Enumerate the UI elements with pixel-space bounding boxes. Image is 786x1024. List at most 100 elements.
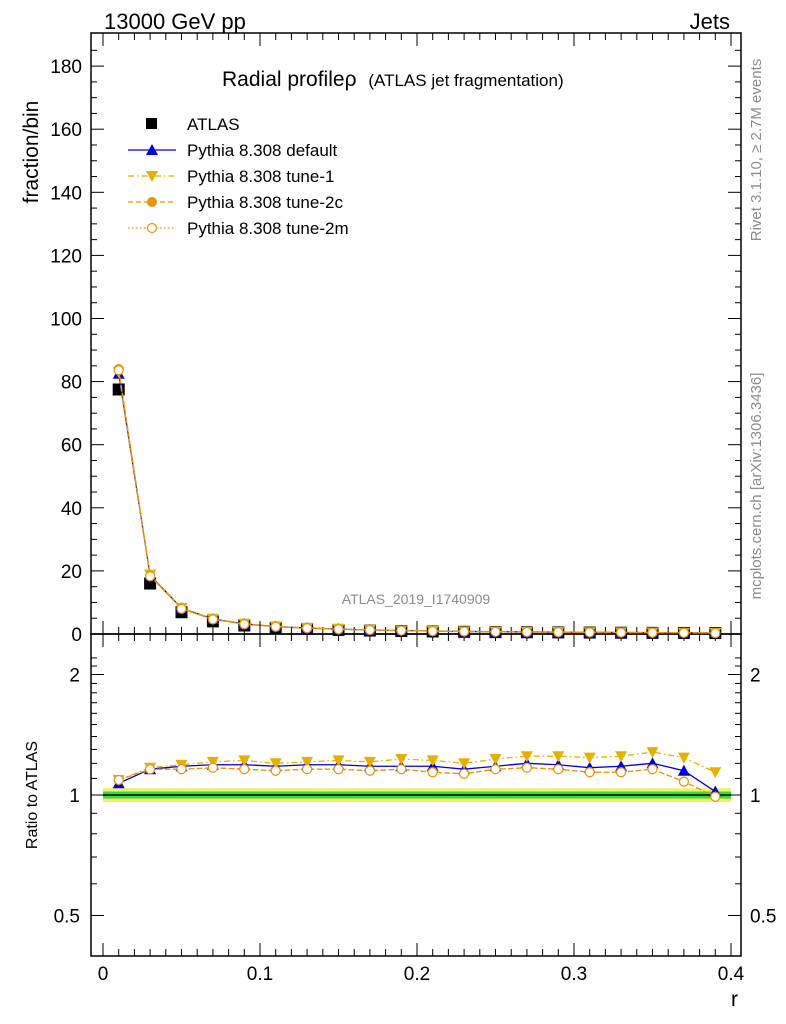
ratio-point-pythia-8-308-tune-2m: [459, 768, 470, 779]
ratio-y-tick-label-right: 0.5: [750, 907, 776, 928]
main-point-pythia-8-308-tune-2m: [427, 625, 438, 637]
ratio-point-pythia-8-308-tune-1: [426, 755, 439, 767]
ratio-series-pythia-8-308-tune-2m: [113, 762, 721, 802]
ratio-point-pythia-8-308-tune-1: [206, 756, 219, 768]
legend-marker-default: [146, 144, 158, 155]
x-tick-label: 0.4: [718, 964, 745, 985]
main-point-pythia-8-308-tune-2m: [333, 624, 344, 635]
ratio-point-pythia-8-308-tune-2m: [239, 764, 250, 775]
ratio-point-pythia-8-308-default: [677, 764, 690, 776]
ratio-line-pythia-8-308-tune-2m: [118, 767, 716, 798]
ratio-point-pythia-8-308-tune-1: [332, 755, 345, 767]
ratio-point-pythia-8-308-tune-2m: [710, 791, 721, 802]
ratio-point-pythia-8-308-tune-2m: [427, 767, 438, 778]
plot-title: Radial profileρ (ATLAS jet fragmentation…: [222, 68, 564, 91]
main-y-tick-label: 60: [61, 436, 82, 457]
plot-title-sub: (ATLAS jet fragmentation): [368, 71, 563, 90]
main-point-pythia-8-308-tune-2m: [459, 626, 470, 637]
ratio-point-pythia-8-308-tune-1: [677, 752, 690, 764]
main-point-pythia-8-308-tune-2m: [647, 627, 658, 638]
ratio-y-axis-label: Ratio to ATLAS: [24, 741, 41, 849]
main-point-pythia-8-308-tune-2m: [207, 614, 218, 625]
ratio-point-pythia-8-308-tune-2m: [113, 774, 124, 786]
main-series-pythia-8-308-tune-2m: [113, 365, 721, 639]
main-line-pythia-8-308-tune-2c: [118, 368, 716, 634]
series-layer: [112, 363, 722, 802]
header-right: Jets: [690, 9, 730, 34]
main-point-pythia-8-308-tune-2m: [364, 624, 375, 636]
x-tick-label: 0: [98, 964, 109, 985]
ratio-point-pythia-8-308-tune-1: [269, 758, 282, 770]
legend-marker-atlas: [146, 118, 157, 129]
legend-label-default: Pythia 8.308 default: [187, 141, 338, 160]
main-y-tick-label: 40: [61, 499, 82, 520]
main-y-tick-label: 80: [61, 373, 82, 394]
ratio-point-pythia-8-308-tune-1: [646, 747, 659, 759]
ratio-point-pythia-8-308-tune-2m: [364, 765, 375, 776]
legend-label-tune-2c: Pythia 8.308 tune-2c: [187, 193, 343, 212]
legend-item-tune-2m: Pythia 8.308 tune-2m: [128, 219, 349, 238]
main-y-axis-label: fraction/bin: [20, 101, 43, 204]
mcplots-label: mcplots.cern.ch [arXiv:1306.3436]: [748, 373, 765, 600]
main-point-atlas: [144, 577, 157, 590]
main-point-pythia-8-308-tune-2m: [553, 627, 564, 638]
legend-label-tune-1: Pythia 8.308 tune-1: [187, 167, 334, 186]
ratio-point-pythia-8-308-tune-2m: [584, 767, 595, 778]
ratio-point-pythia-8-308-tune-2m: [176, 764, 187, 775]
x-tick-label: 0.1: [247, 964, 273, 985]
main-point-pythia-8-308-tune-2m: [145, 571, 156, 582]
ratio-point-pythia-8-308-tune-2m: [207, 762, 218, 773]
ratio-point-pythia-8-308-tune-1: [395, 754, 408, 766]
main-line-pythia-8-308-tune-2m: [118, 370, 716, 634]
main-point-pythia-8-308-tune-2m: [113, 365, 124, 376]
main-point-pythia-8-308-tune-2m: [584, 627, 595, 638]
ratio-point-pythia-8-308-tune-2m: [521, 762, 533, 773]
main-point-pythia-8-308-tune-2m: [678, 627, 690, 638]
main-y-tick-label: 180: [50, 57, 82, 78]
main-point-pythia-8-308-tune-2m: [490, 626, 501, 637]
ratio-y-tick-label: 2: [69, 666, 80, 687]
ratio-point-pythia-8-308-tune-2m: [678, 776, 690, 787]
ratio-point-pythia-8-308-tune-2m: [615, 767, 627, 778]
legend-marker-tune-1: [146, 171, 158, 182]
main-y-tick-label: 0: [71, 625, 82, 646]
ratio-point-pythia-8-308-tune-1: [238, 755, 251, 767]
main-point-pythia-8-308-tune-2m: [396, 625, 407, 636]
main-y-tick-label: 20: [61, 562, 82, 583]
main-point-pythia-8-308-tune-2m: [615, 627, 627, 638]
legend-item-tune-2c: Pythia 8.308 tune-2c: [128, 193, 343, 212]
ratio-point-pythia-8-308-tune-1: [615, 751, 628, 763]
main-point-pythia-8-308-tune-2m: [521, 626, 533, 638]
ratio-point-pythia-8-308-tune-1: [709, 767, 722, 779]
main-y-tick-label: 120: [50, 246, 82, 267]
main-y-tick-label: 140: [50, 183, 82, 204]
ratio-point-pythia-8-308-tune-1: [552, 751, 565, 763]
x-axis-label: r: [731, 988, 738, 1011]
ratio-point-pythia-8-308-tune-2m: [302, 764, 313, 775]
legend-label-tune-2m: Pythia 8.308 tune-2m: [187, 219, 349, 238]
ratio-y-tick-label-right: 2: [750, 666, 761, 687]
ratio-point-pythia-8-308-tune-2m: [333, 764, 344, 775]
ratio-point-pythia-8-308-tune-1: [363, 756, 376, 768]
header-left: 13000 GeV pp: [104, 9, 246, 34]
ratio-uncertainty-band: [103, 788, 731, 803]
ratio-point-pythia-8-308-tune-2m: [647, 764, 658, 775]
x-tick-label: 0.2: [404, 964, 430, 985]
ratio-point-pythia-8-308-tune-1: [489, 754, 502, 766]
main-point-pythia-8-308-tune-2m: [239, 619, 250, 630]
main-y-tick-label: 160: [50, 120, 82, 141]
ratio-y-tick-label-right: 1: [750, 786, 761, 807]
ratio-point-pythia-8-308-tune-1: [520, 751, 533, 763]
ratio-line-pythia-8-308-default: [118, 762, 716, 793]
rivet-label: Rivet 3.1.10, ≥ 2.7M events: [748, 59, 765, 242]
legend-marker-tune-2m: [146, 222, 158, 234]
ratio-line-pythia-8-308-tune-1: [118, 751, 716, 781]
analysis-id: ATLAS_2019_I1740909: [342, 591, 491, 607]
ratio-point-pythia-8-308-tune-1: [458, 758, 471, 770]
plot-title-main: Radial profileρ: [222, 68, 357, 91]
main-point-pythia-8-308-tune-2m: [710, 627, 721, 639]
ratio-point-pythia-8-308-tune-2m: [396, 764, 407, 775]
ratio-y-tick-label: 1: [69, 786, 80, 807]
ratio-point-pythia-8-308-tune-2m: [145, 764, 156, 775]
